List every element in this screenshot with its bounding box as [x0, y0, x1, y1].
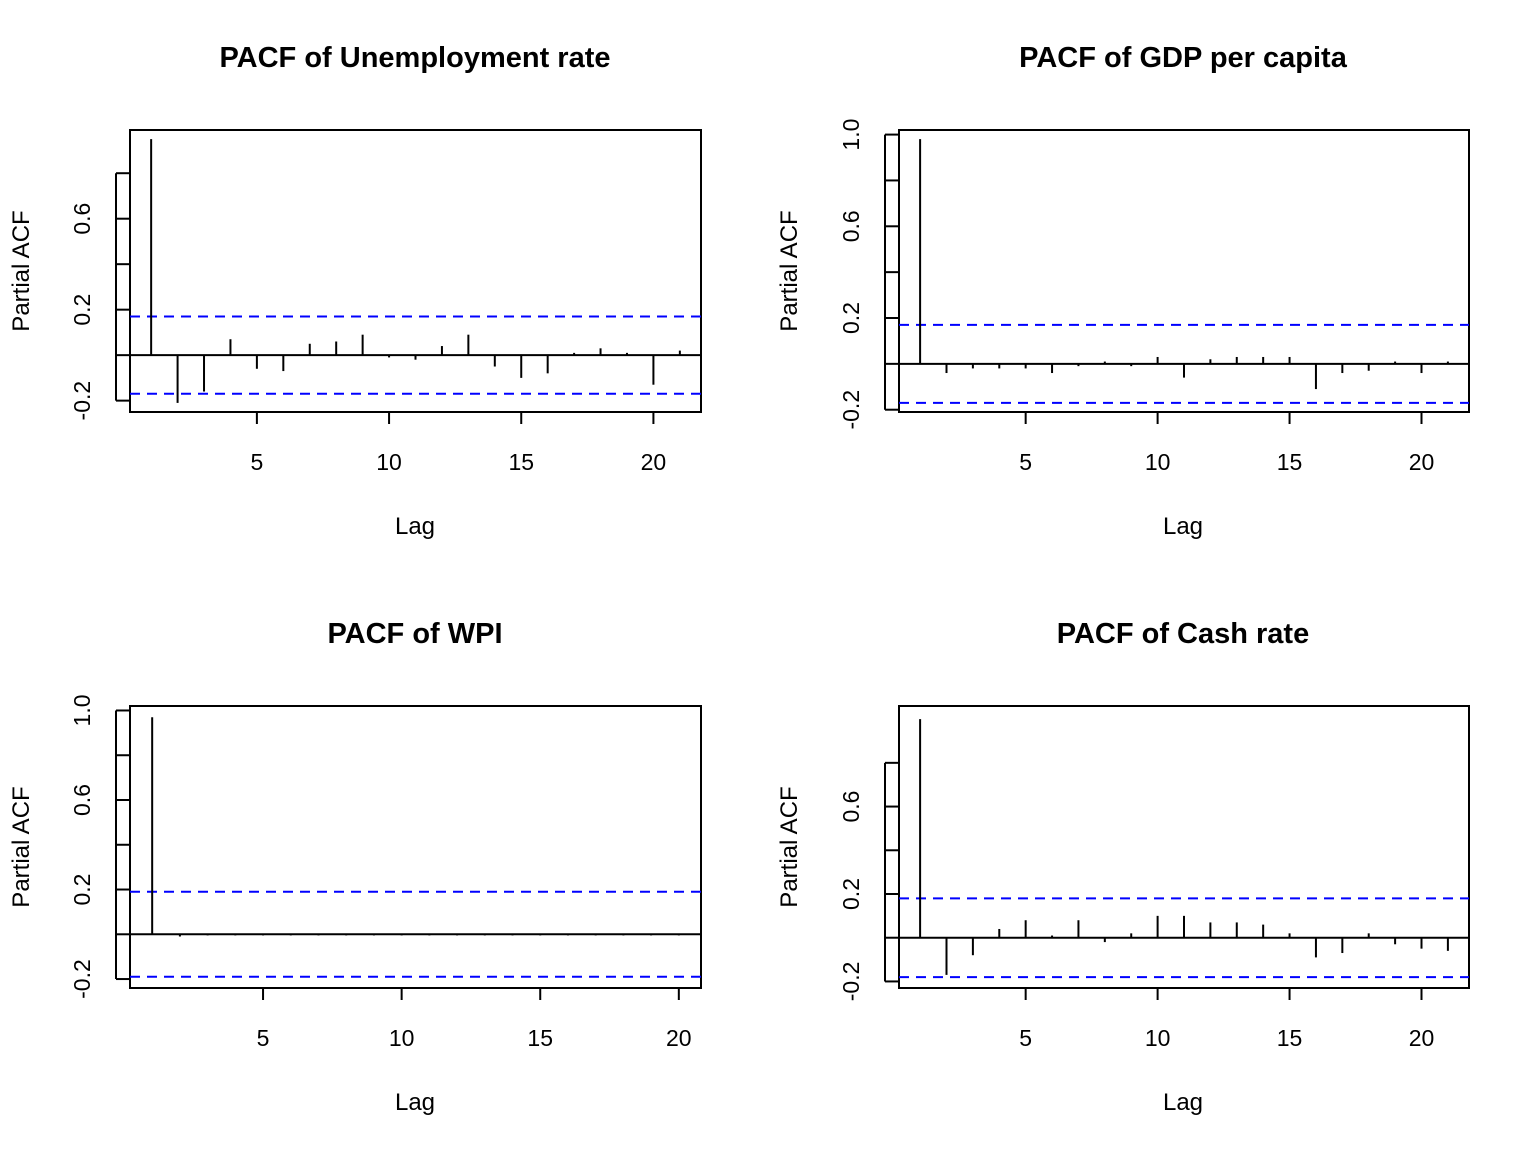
y-tick-label: 0.2 [69, 294, 95, 326]
x-tick-label: 5 [257, 1025, 270, 1051]
plot-frame [129, 705, 702, 989]
x-tick-label: 5 [1019, 1025, 1032, 1051]
y-axis-label: Partial ACF [776, 210, 803, 331]
x-tick-label: 10 [1145, 1025, 1171, 1051]
y-tick-label: 0.2 [838, 878, 864, 910]
panel-unemployment-rate: PACF of Unemployment rate Lag Partial AC… [8, 42, 702, 540]
plot-frame [898, 129, 1470, 413]
x-tick-label: 20 [1409, 449, 1435, 475]
plot-frame [129, 129, 702, 413]
x-axis-label: Lag [395, 1089, 435, 1116]
y-tick-label: -0.2 [69, 959, 95, 999]
y-tick-label: 0.2 [838, 302, 864, 334]
x-tick-label: 10 [1145, 449, 1171, 475]
plot-area: 5 10 15 20 -0.2 0.2 0.6 1.0 [838, 119, 1470, 475]
y-tick-label: 0.6 [838, 791, 864, 823]
x-tick-label: 10 [376, 449, 402, 475]
panel-wpi: PACF of WPI Lag Partial ACF 5 10 15 20 -0.2 0… [8, 618, 702, 1116]
x-tick-label: 10 [389, 1025, 415, 1051]
chart-title: PACF of GDP per capita [1019, 42, 1348, 74]
plot-area: 5 10 15 20 -0.2 0.2 0.6 [69, 129, 702, 475]
x-tick-label: 20 [666, 1025, 692, 1051]
panel-gdp-per-capita: PACF of GDP per capita Lag Partial ACF 5… [776, 42, 1470, 540]
x-tick-label: 20 [641, 449, 667, 475]
x-tick-label: 5 [1019, 449, 1032, 475]
panel-cash-rate: PACF of Cash rate Lag Partial ACF 5 10 15 2… [776, 618, 1470, 1116]
plot-area: 5 10 15 20 -0.2 0.2 0.6 [838, 705, 1470, 1051]
chart-title: PACF of Unemployment rate [219, 42, 610, 74]
y-tick-label: 0.2 [69, 874, 95, 906]
plot-frame [898, 705, 1470, 989]
y-tick-label: 0.6 [838, 210, 864, 242]
x-tick-label: 15 [527, 1025, 553, 1051]
y-tick-label: -0.2 [69, 381, 95, 421]
y-tick-label: -0.2 [838, 962, 864, 1002]
x-axis-label: Lag [1163, 513, 1203, 540]
x-tick-label: 5 [250, 449, 263, 475]
y-tick-label: 1.0 [69, 694, 95, 726]
chart-title: PACF of Cash rate [1057, 618, 1309, 650]
y-axis-label: Partial ACF [8, 786, 35, 907]
y-tick-label: 1.0 [838, 119, 864, 151]
y-tick-label: 0.6 [69, 784, 95, 816]
x-tick-label: 15 [508, 449, 534, 475]
y-axis-label: Partial ACF [8, 210, 35, 331]
x-tick-label: 15 [1277, 1025, 1303, 1051]
plot-area: 5 10 15 20 -0.2 0.2 0.6 1.0 [69, 694, 702, 1051]
x-axis-label: Lag [1163, 1089, 1203, 1116]
y-tick-label: -0.2 [838, 390, 864, 430]
y-axis-label: Partial ACF [776, 786, 803, 907]
y-tick-label: 0.6 [69, 203, 95, 235]
x-axis-label: Lag [395, 513, 435, 540]
x-tick-label: 20 [1409, 1025, 1435, 1051]
x-tick-label: 15 [1277, 449, 1303, 475]
chart-title: PACF of WPI [327, 618, 502, 650]
